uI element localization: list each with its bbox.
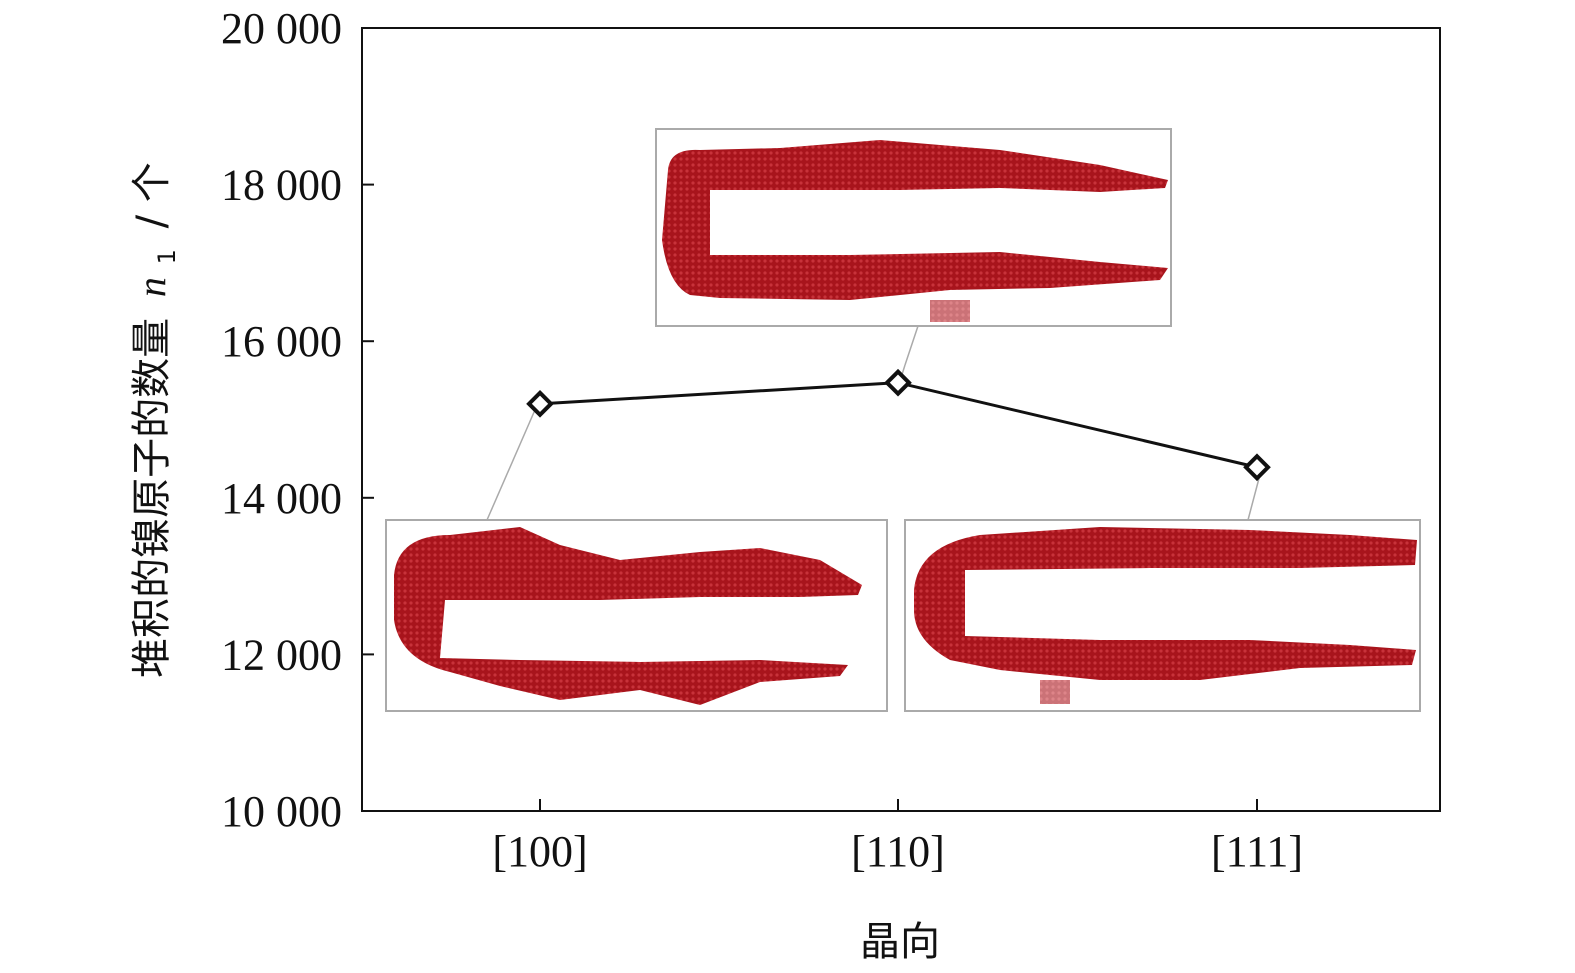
x-tick-label: [111] [1211, 827, 1303, 876]
y-tick-label: 18 000 [221, 161, 342, 210]
data-point-marker [526, 390, 554, 418]
series-layer [526, 368, 1271, 482]
x-axis: [100] [110] [111] [492, 799, 1303, 876]
y-tick-label: 14 000 [221, 474, 342, 523]
y-axis-title: 堆积的镍原子的数量 n 1 / 个 [129, 162, 185, 678]
y-tick-label: 20 000 [221, 4, 342, 53]
y-axis-title-var: n [129, 277, 174, 297]
inset-100 [385, 519, 888, 712]
deposit-111-shape [914, 527, 1417, 680]
y-tick-label: 10 000 [221, 787, 342, 836]
y-tick-label: 16 000 [221, 317, 342, 366]
x-axis-title: 晶向 [860, 919, 940, 965]
y-axis-title-unit: / 个 [129, 162, 175, 228]
inset-110 [655, 128, 1172, 327]
y-tick-label: 12 000 [221, 630, 342, 679]
inset-111 [904, 519, 1421, 712]
leader-110b [904, 325, 919, 366]
deposit-110-shape [662, 140, 1168, 300]
y-axis-title-sub: 1 [153, 249, 181, 264]
deposit-100-shape [394, 527, 862, 705]
svg-text:堆积的镍原子的数量 n 1: 堆积的镍原子的数量 n 1 / 个 [129, 162, 185, 678]
data-point-marker [1243, 453, 1271, 482]
leader-100 [486, 402, 539, 521]
x-tick-label: [110] [851, 827, 945, 876]
plot-frame [361, 27, 1441, 812]
deposit-111-debris [1040, 680, 1070, 704]
y-axis: 10 000 12 000 14 000 16 000 18 000 20 000 [221, 4, 374, 836]
deposit-110-debris [930, 300, 970, 322]
y-axis-title-text: 堆积的镍原子的数量 [129, 318, 175, 678]
data-point-marker [884, 368, 912, 397]
x-tick-label: [100] [492, 827, 587, 876]
